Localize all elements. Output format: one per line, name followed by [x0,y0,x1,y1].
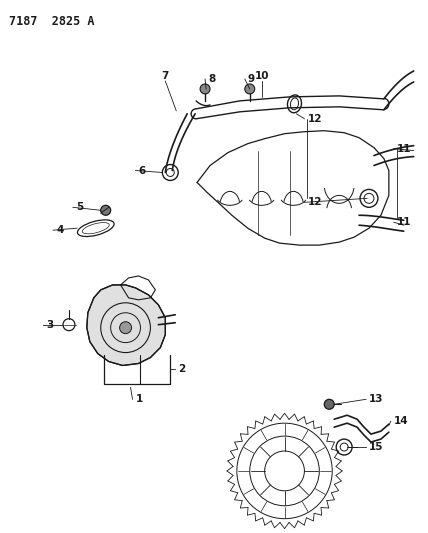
Polygon shape [196,96,384,119]
Text: 9: 9 [248,74,255,84]
Text: 7187  2825 A: 7187 2825 A [9,15,95,28]
Circle shape [101,205,111,215]
Text: 5: 5 [76,203,83,212]
Text: 14: 14 [394,416,408,426]
Text: 1: 1 [136,394,143,405]
Text: 15: 15 [369,442,383,452]
Text: 4: 4 [56,225,63,235]
Text: 11: 11 [397,217,411,227]
Text: 6: 6 [139,166,146,175]
Polygon shape [87,285,165,366]
Text: 13: 13 [369,394,383,405]
Circle shape [119,322,131,334]
Circle shape [324,399,334,409]
Text: 10: 10 [254,71,269,81]
Text: 8: 8 [208,74,215,84]
Circle shape [200,84,210,94]
Text: 12: 12 [307,114,322,124]
Text: 11: 11 [397,143,411,154]
Text: 12: 12 [307,197,322,207]
Text: 2: 2 [178,365,185,375]
Circle shape [245,84,255,94]
Text: 7: 7 [162,71,169,81]
Text: 3: 3 [46,320,54,330]
